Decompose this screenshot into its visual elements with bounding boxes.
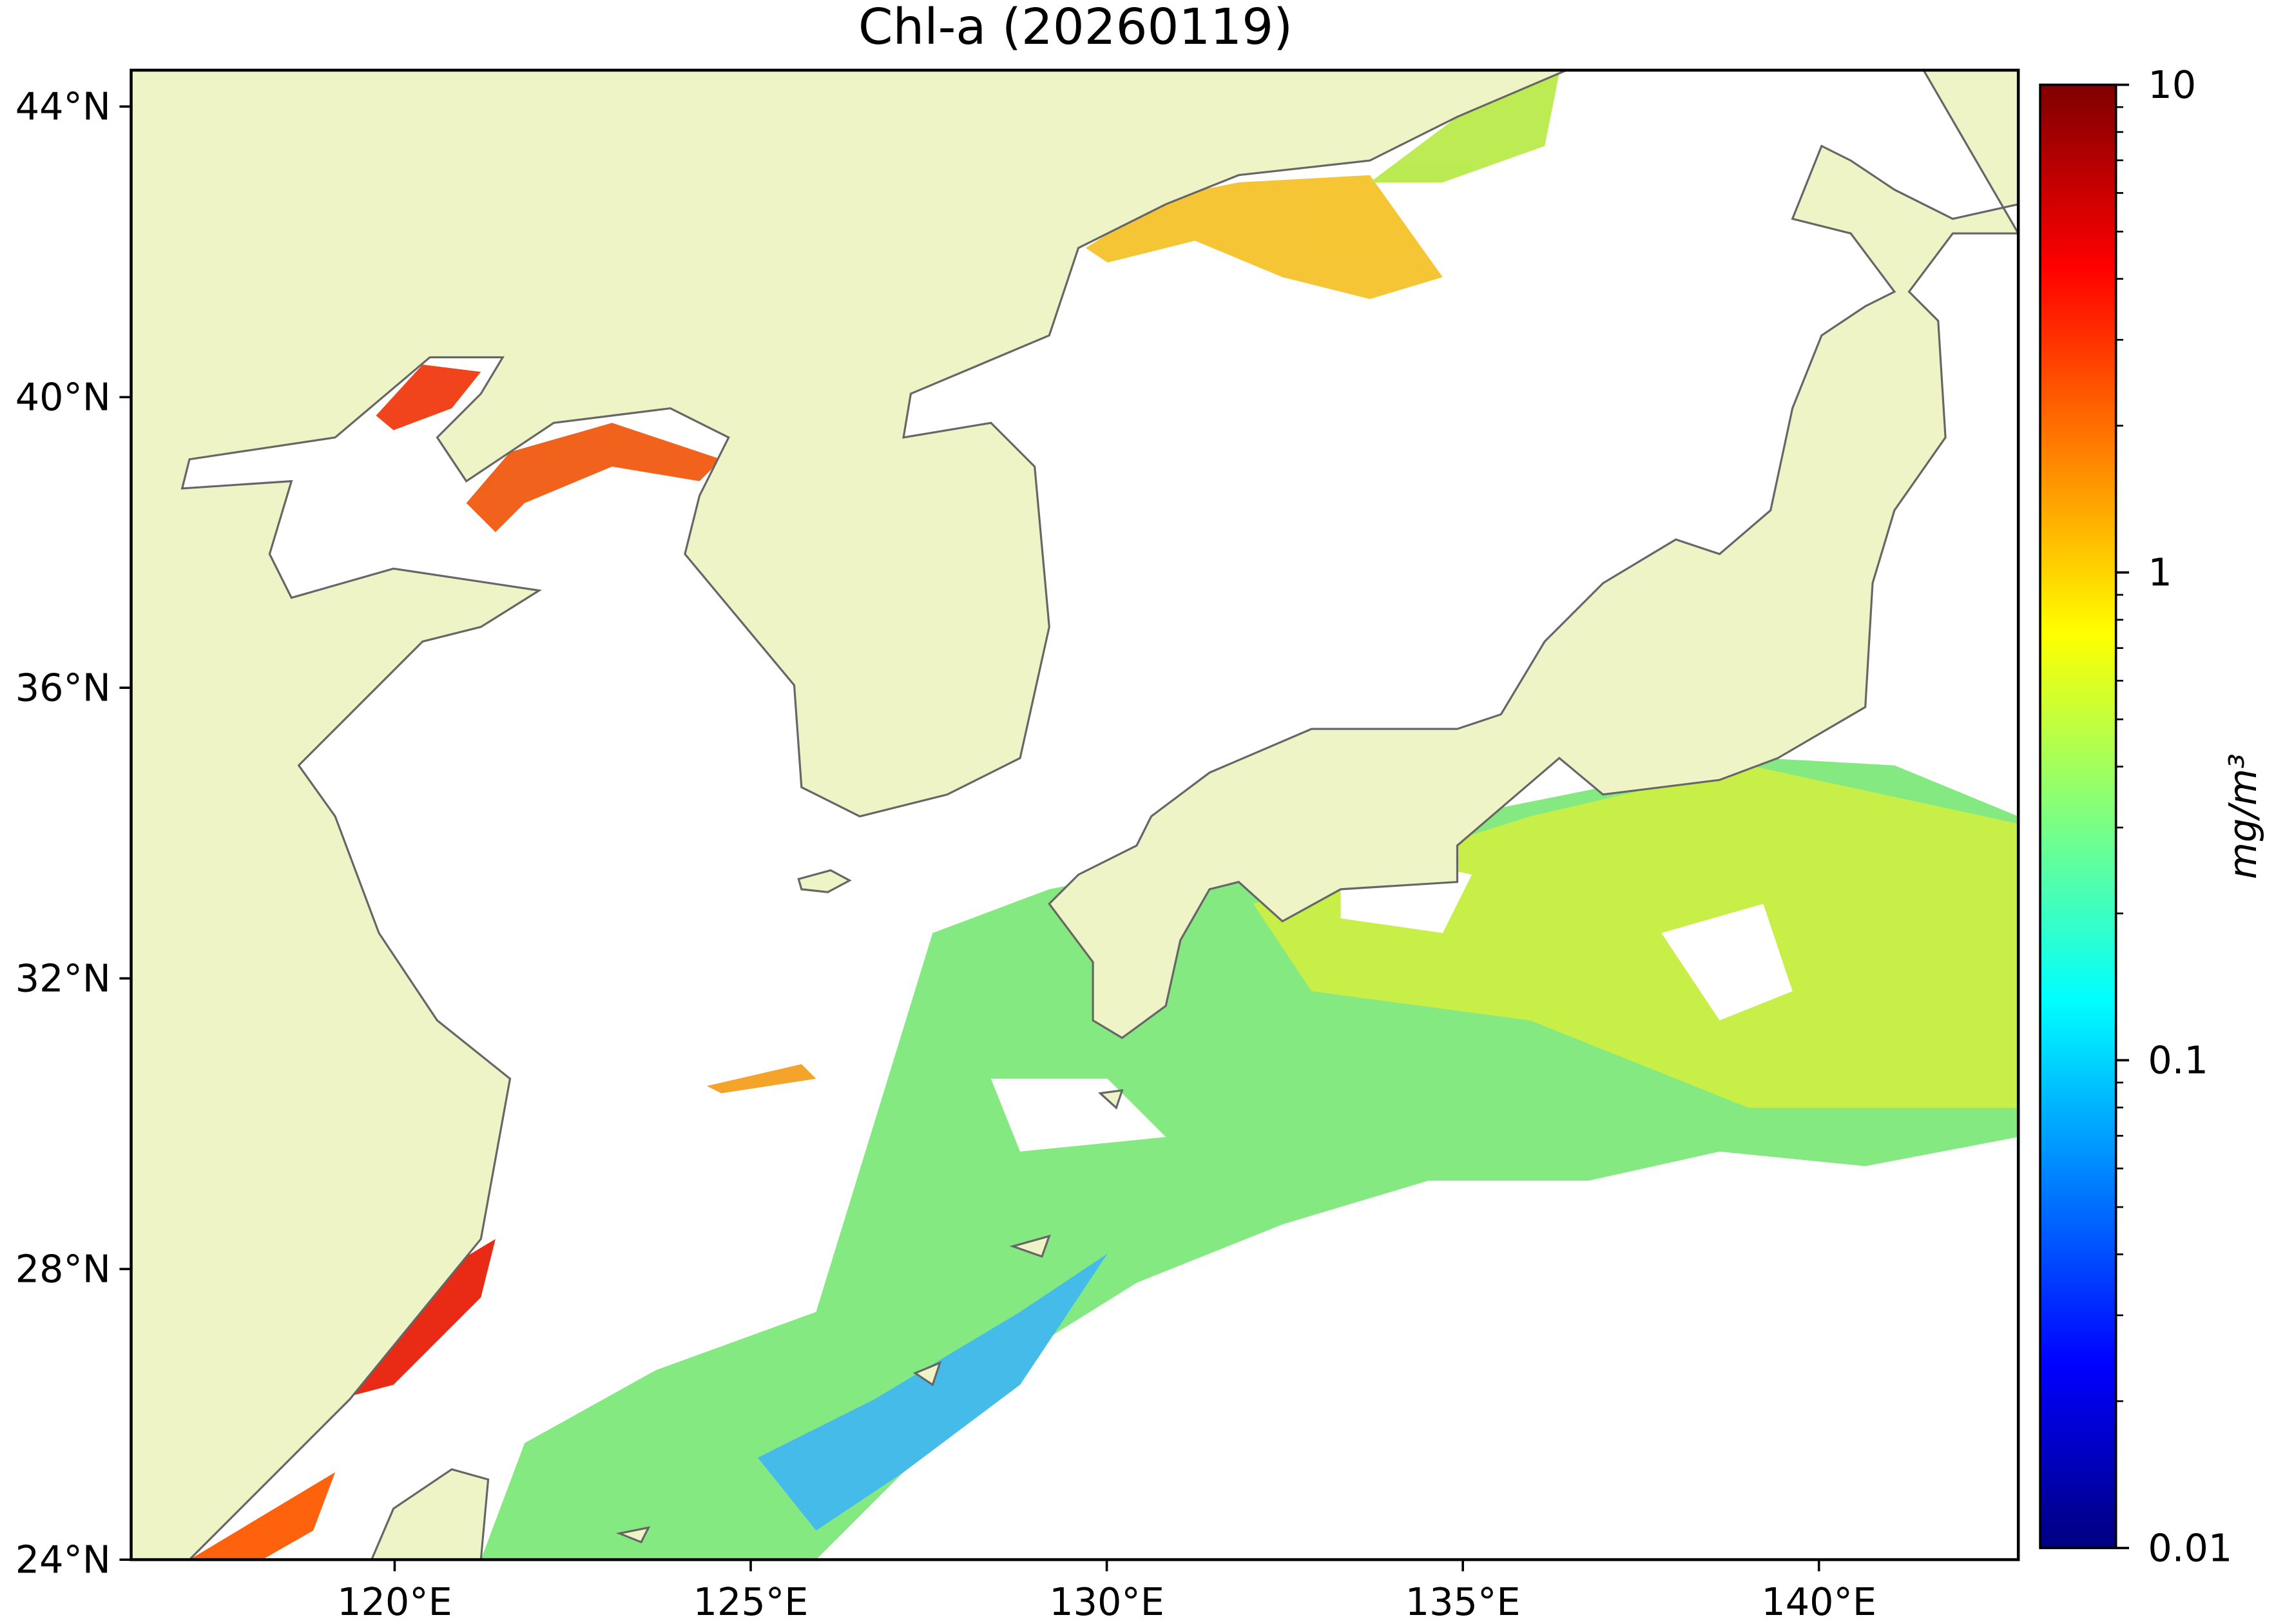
y-tick-label: 28°N: [15, 1247, 111, 1291]
x-tick-label: 135°E: [1405, 1580, 1521, 1624]
colorbar-tick-label: 0.1: [2148, 1038, 2208, 1083]
taiwan: [370, 1468, 490, 1560]
chl-bohai-north: [376, 364, 481, 430]
cloud-gap: [990, 846, 1793, 1152]
x-tick-label: 120°E: [337, 1580, 452, 1624]
colorbar-tick-label: 1: [2148, 550, 2172, 595]
chl-low: [757, 1253, 1108, 1531]
chl-patch: [706, 1064, 816, 1094]
y-tick-label: 24°N: [15, 1537, 111, 1581]
chart-title: Chl-a (20260119): [858, 0, 1293, 56]
y-tick-label: 40°N: [15, 375, 111, 420]
colorbar: [2040, 84, 2116, 1549]
x-tick-label: 130°E: [1049, 1580, 1164, 1624]
chl-russia-coast: [1085, 175, 1443, 299]
map-frame: [130, 68, 2020, 1561]
jeju: [797, 869, 852, 894]
land: [131, 70, 2019, 1560]
japan: [1048, 70, 2019, 1039]
x-tick-label: 140°E: [1761, 1580, 1876, 1624]
colorbar-frame: [2039, 83, 2117, 1549]
chl-russia-coast-north: [1369, 73, 1559, 183]
islands: [615, 1089, 1124, 1544]
y-tick-label: 36°N: [15, 666, 111, 710]
y-tick-label: 32°N: [15, 956, 111, 1001]
colorbar-tick-label: 10: [2148, 63, 2196, 107]
colorbar-label: mg/m³: [2221, 753, 2265, 879]
y-tick-label: 44°N: [15, 84, 111, 129]
chl-bohai-east: [466, 423, 722, 532]
x-tick-label: 125°E: [693, 1580, 809, 1624]
colorbar-tick-label: 0.01: [2148, 1525, 2232, 1570]
map: [131, 70, 2019, 1560]
mainland: [131, 70, 1567, 1560]
